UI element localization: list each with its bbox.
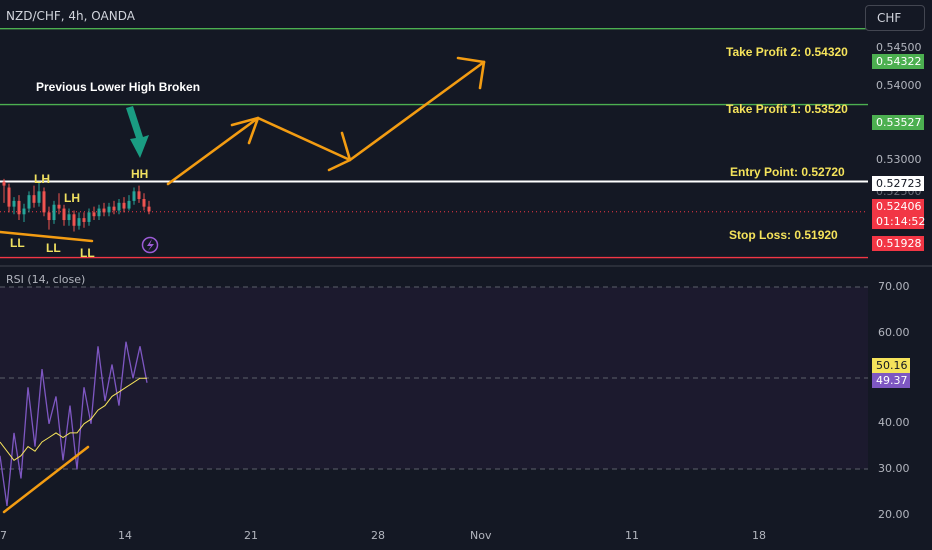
candle-body	[137, 191, 141, 199]
time-axis-label: 28	[371, 529, 385, 542]
swing-label-ll: LL	[10, 236, 25, 250]
candle-body	[42, 191, 46, 213]
take-profit-1-label: Take Profit 1: 0.53520	[726, 102, 848, 116]
price-axis-tick: 0.54500	[876, 41, 922, 54]
currency-button[interactable]: CHF	[865, 5, 925, 31]
candle-body	[32, 195, 36, 203]
candle-body	[122, 202, 126, 209]
candle-body	[82, 218, 86, 222]
pane-divider[interactable]	[0, 265, 932, 267]
candle-body	[97, 208, 101, 217]
swing-label-hh: HH	[131, 167, 149, 181]
candle-body	[92, 212, 96, 217]
arrowhead-drawing	[456, 56, 486, 90]
arrowhead-drawing	[327, 131, 352, 172]
rsi-axis-tick: 30.00	[878, 462, 910, 475]
rsi-value-tag: 49.37	[872, 373, 910, 388]
rsi-axis-tick: 40.00	[878, 416, 910, 429]
swing-label-lh: LH	[34, 172, 50, 186]
rsi-axis-tick: 20.00	[878, 508, 910, 521]
rsi-ma-value-tag: 50.16	[872, 358, 910, 373]
candle-body	[37, 191, 41, 203]
candle-body	[102, 208, 106, 213]
trendline-drawing[interactable]	[0, 230, 94, 243]
rsi-indicator-title[interactable]: RSI (14, close)	[6, 273, 86, 286]
candle-body	[12, 200, 16, 207]
rsi-trendline-drawing[interactable]	[2, 445, 90, 514]
stop-loss-label: Stop Loss: 0.51920	[729, 228, 838, 242]
annotation-headline: Previous Lower High Broken	[36, 80, 201, 94]
take-profit-2-price-tag: 0.54322	[872, 54, 924, 69]
price-axis-tick: 0.53000	[876, 153, 922, 166]
entry-point-label: Entry Point: 0.52720	[730, 165, 845, 179]
rsi-axis-tick: 70.00	[878, 280, 910, 293]
candle-body	[47, 212, 51, 221]
candle-body	[7, 187, 11, 207]
bar-countdown-tag: 01:14:52	[872, 214, 925, 229]
candle-body	[147, 206, 151, 212]
candle-body	[62, 208, 66, 221]
lightning-icon[interactable]	[141, 236, 159, 254]
candle-body	[57, 204, 61, 209]
candle-body	[77, 218, 81, 226]
projected-path-drawing[interactable]	[166, 60, 486, 186]
lightning-icon	[147, 239, 154, 251]
rsi-axis-tick: 60.00	[878, 326, 910, 339]
price-axis-tick: 0.54000	[876, 79, 922, 92]
time-axis-label: 18	[752, 529, 766, 542]
candle-body	[127, 200, 131, 209]
candle-body	[27, 195, 31, 209]
candle-body	[112, 206, 116, 211]
candle-body	[72, 214, 76, 226]
time-axis-label: 11	[625, 529, 639, 542]
symbol-title: NZD/CHF, 4h, OANDA	[6, 9, 135, 23]
candle-body	[142, 198, 146, 207]
time-axis-label: 14	[118, 529, 132, 542]
swing-label-ll: LL	[46, 241, 61, 255]
stop-loss-price-tag: 0.51928	[872, 236, 924, 251]
down-arrow-icon	[126, 106, 149, 158]
take-profit-1-price-tag: 0.53527	[872, 115, 924, 130]
candle-body	[67, 214, 71, 221]
arrowhead-drawing	[230, 116, 260, 145]
candle-body	[2, 181, 6, 186]
candle-body	[132, 191, 136, 201]
time-axis-label: Nov	[470, 529, 492, 542]
candle-body	[117, 202, 121, 211]
swing-label-lh: LH	[64, 191, 80, 205]
entry-price-tag: 0.52723	[872, 176, 924, 191]
candle-body	[22, 208, 26, 215]
candle-body	[52, 204, 56, 221]
price-pane-background	[0, 0, 868, 265]
candle-body	[87, 212, 91, 222]
rsi-line	[0, 341, 148, 506]
swing-label-ll: LL	[80, 246, 95, 260]
current-price-tag: 0.52406	[872, 199, 924, 214]
take-profit-2-label: Take Profit 2: 0.54320	[726, 45, 848, 59]
rsi-ma-line	[0, 377, 147, 461]
candle-body	[107, 206, 111, 213]
candle-body	[17, 200, 21, 215]
time-axis-label: 7	[0, 529, 7, 542]
time-axis-label: 21	[244, 529, 258, 542]
